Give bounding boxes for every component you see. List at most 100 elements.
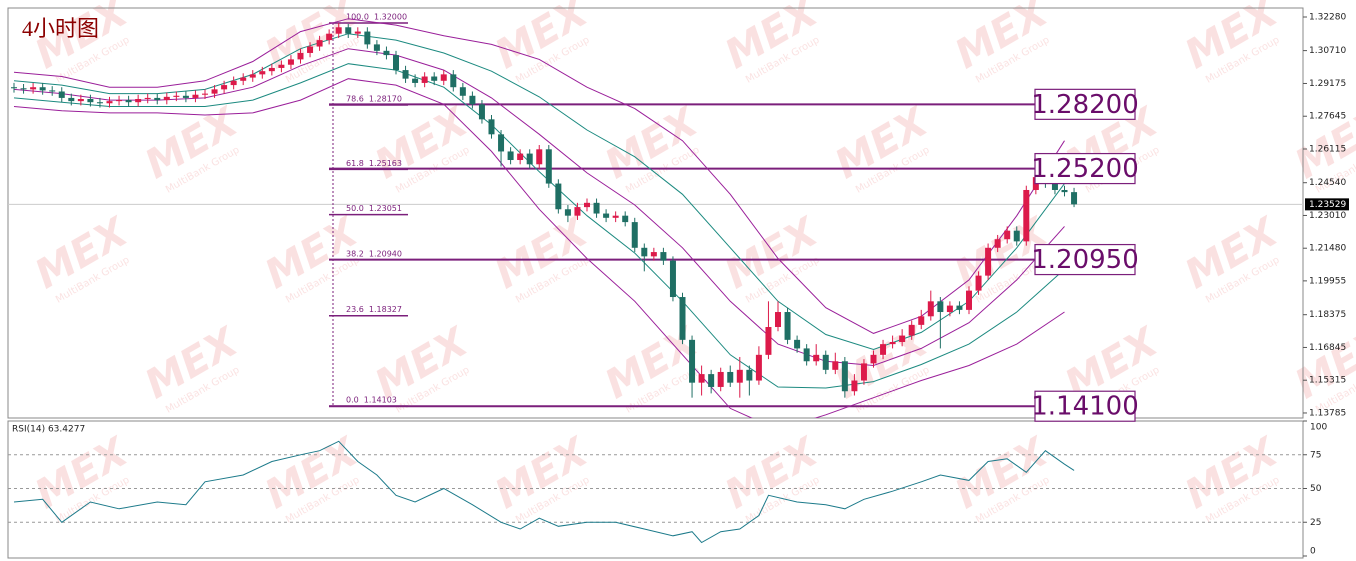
candle-body (860, 363, 867, 381)
candle-body (240, 77, 247, 81)
candle-body (679, 297, 686, 340)
candle-body (1013, 230, 1020, 242)
candle-body (125, 100, 132, 103)
key-level-label: 1.28200 (1031, 90, 1139, 120)
fib-label: 0.0 1.14103 (346, 396, 397, 405)
current-price-label: 1.23529 (1309, 200, 1346, 210)
candle-body (1023, 189, 1030, 242)
candle-body (96, 102, 103, 104)
candle-body (813, 354, 820, 362)
axes: 1.32280 1.30710 1.29175 1.27645 1.26115 1.245… (1031, 12, 1349, 557)
chart-title: 4小时图 (22, 16, 99, 41)
rsi-panel (7, 420, 1304, 559)
y-tick-label: 1.26115 (1309, 144, 1346, 154)
candle-body (507, 151, 514, 161)
candle-body (784, 312, 791, 340)
candle-body (584, 202, 590, 208)
band-line (13, 48, 1065, 367)
y-tick-label: 1.19955 (1309, 276, 1346, 286)
candle-body (173, 95, 180, 97)
candle-body (880, 344, 887, 355)
candle-body (11, 87, 17, 89)
candle-body (39, 87, 46, 91)
candle-body (966, 290, 972, 310)
fib-label: 100.0 1.32000 (346, 12, 407, 21)
y-tick-label: 1.18375 (1309, 310, 1346, 320)
candle-body (899, 335, 906, 342)
y-tick-label: 1.16845 (1309, 343, 1346, 353)
candle-body (58, 91, 65, 98)
rsi-plot (8, 440, 1303, 544)
y-tick-label: 1.29175 (1309, 79, 1346, 89)
candle-body (717, 371, 724, 387)
candle-body (650, 252, 657, 257)
candle-body (154, 97, 161, 101)
candle-body (249, 74, 256, 78)
candle-body (593, 202, 600, 214)
key-level-box (1034, 390, 1136, 422)
rsi-label: RSI(14) 63.4277 (12, 425, 85, 435)
candle-body (77, 98, 84, 102)
candle-body (393, 55, 399, 71)
candle-body (1071, 192, 1078, 205)
candle-body (956, 305, 963, 310)
candle-body (421, 76, 428, 83)
price-plot: 100.0 1.32000 78.6 1.28170 61.8 1.25163 50.… (8, 12, 1303, 418)
candle-body (106, 101, 113, 104)
key-level-label: 1.25200 (1031, 154, 1139, 184)
y-tick-label: 1.32280 (1309, 12, 1346, 22)
candle-body (612, 215, 619, 218)
candle-body (908, 324, 915, 336)
candle-body (202, 93, 208, 95)
candle-body (488, 119, 495, 135)
candle-body (383, 50, 390, 56)
candle-body (230, 80, 237, 86)
candle-body (354, 31, 361, 34)
candle-body (297, 52, 304, 60)
candle-body (431, 76, 438, 81)
candle-body (832, 361, 839, 370)
price-panel (7, 7, 1304, 419)
candle-body (918, 316, 925, 325)
candle-body (364, 31, 371, 45)
candle-body (698, 374, 705, 383)
candle-body (985, 247, 992, 276)
candle-body (498, 134, 505, 152)
candle-body (746, 369, 753, 381)
candle-body (373, 44, 380, 51)
candle-body (603, 213, 610, 218)
candle-body (937, 301, 944, 313)
candle-body (803, 348, 810, 362)
key-level-label: 1.20950 (1031, 245, 1139, 275)
key-level-box (1034, 152, 1136, 185)
candle-body (135, 98, 142, 103)
candle-body (526, 153, 533, 165)
candle-body (927, 301, 934, 317)
candle-body (946, 305, 953, 313)
band-line (13, 33, 1065, 351)
candle-body (478, 104, 485, 120)
fib-label: 50.0 1.23051 (346, 204, 402, 213)
fib-label: 78.6 1.28170 (346, 94, 402, 103)
fib-label: 61.8 1.25163 (346, 159, 402, 168)
candle-body (268, 67, 275, 72)
candle-body (660, 252, 667, 261)
candle-body (116, 100, 123, 102)
key-level-box (1034, 243, 1136, 276)
candle-body (822, 354, 829, 370)
candle-body (326, 33, 333, 41)
candle-body (87, 98, 94, 103)
candle-body (259, 71, 266, 75)
y-tick-label: 25 (1310, 518, 1321, 528)
candle-body (536, 149, 543, 165)
candle-body (144, 97, 151, 99)
candle-body (459, 87, 466, 96)
candle-body (994, 239, 1001, 248)
candle-body (708, 374, 715, 387)
y-tick-label: 1.24540 (1309, 178, 1346, 188)
candle-body (736, 369, 743, 383)
candle-body (221, 85, 228, 90)
candle-body (469, 95, 476, 105)
candle-body (517, 153, 524, 161)
